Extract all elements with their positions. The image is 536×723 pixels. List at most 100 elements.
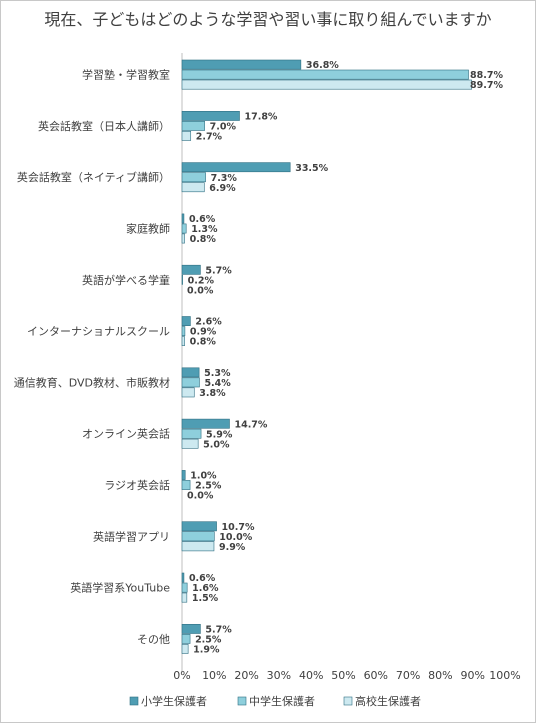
bar: [181, 480, 191, 490]
legend-label: 高校生保護者: [355, 694, 421, 708]
legend-label: 小学生保護者: [141, 694, 207, 708]
x-tick-label: 80%: [428, 669, 452, 682]
bar: [181, 367, 200, 378]
data-label: 0.9%: [190, 327, 217, 338]
bar: [181, 572, 185, 583]
bar: [181, 162, 291, 173]
bar: [181, 316, 191, 326]
bar: [181, 623, 201, 634]
bar: [181, 59, 302, 70]
bar: [181, 531, 215, 542]
x-tick-label: 20%: [234, 669, 258, 682]
data-label: 1.9%: [193, 645, 220, 656]
category-label: 通信教育、DVD教材、市販教材: [14, 375, 170, 389]
bar: [181, 582, 188, 593]
data-label: 7.3%: [211, 173, 238, 184]
bar: [181, 470, 186, 480]
data-label: 5.7%: [205, 265, 232, 276]
bar: [181, 264, 201, 275]
data-label: 0.8%: [190, 234, 217, 245]
data-label: 7.0%: [210, 122, 237, 133]
x-tick-label: 100%: [489, 669, 520, 682]
bar: [181, 121, 205, 131]
bar: [181, 541, 215, 552]
bar: [181, 69, 469, 80]
data-label: 5.3%: [204, 368, 231, 379]
category-label: 英語学習アプリ: [93, 529, 170, 543]
bar: [181, 182, 205, 193]
bar: [181, 172, 206, 183]
category-label: その他: [137, 633, 170, 646]
data-label: 0.2%: [188, 275, 215, 286]
bar: [181, 418, 230, 429]
data-label: 9.9%: [219, 542, 246, 553]
data-label: 1.5%: [192, 593, 219, 604]
data-label: 10.7%: [222, 522, 255, 533]
bar: [181, 387, 195, 398]
bar: [181, 438, 199, 449]
category-label: 英会話教室（ネイティブ講師）: [17, 170, 170, 184]
x-tick-label: 70%: [396, 669, 420, 682]
category-label: ラジオ英会話: [104, 478, 170, 492]
bar: [181, 223, 187, 234]
category-label: 家庭教師: [126, 222, 170, 236]
x-tick-label: 0%: [173, 669, 190, 682]
data-label: 33.5%: [295, 163, 328, 174]
data-label: 3.8%: [199, 388, 226, 399]
bar: [181, 643, 189, 654]
data-label: 2.7%: [196, 132, 223, 143]
x-tick-label: 90%: [460, 669, 484, 682]
x-tick-label: 10%: [202, 669, 226, 682]
data-label: 14.7%: [234, 419, 267, 430]
category-label: 学習塾・学習教室: [82, 68, 170, 82]
data-label: 2.5%: [195, 635, 222, 646]
legend-swatch: [237, 696, 247, 706]
data-label: 0.0%: [187, 285, 214, 296]
category-label: 英語が学べる学童: [82, 273, 170, 287]
data-label: 88.7%: [470, 70, 503, 81]
data-label: 89.7%: [470, 80, 503, 91]
bar: [181, 428, 202, 439]
bar: [181, 633, 191, 644]
legend-label: 中学生保護者: [249, 694, 315, 708]
x-tick-label: 60%: [364, 669, 388, 682]
data-label: 0.8%: [190, 337, 217, 348]
data-label: 1.0%: [190, 471, 217, 482]
category-label: 英語学習系YouTube: [70, 581, 170, 595]
x-tick-label: 40%: [299, 669, 323, 682]
data-label: 0.6%: [189, 573, 216, 584]
bar: [181, 377, 200, 388]
category-label: オンライン英会話: [82, 427, 170, 441]
category-label: インターナショナルスクール: [27, 325, 170, 338]
legend-swatch: [129, 696, 139, 706]
data-label: 0.0%: [187, 491, 214, 502]
data-label: 1.6%: [192, 583, 219, 594]
data-label: 36.8%: [306, 60, 339, 71]
x-tick-label: 30%: [267, 669, 291, 682]
bar: [181, 213, 185, 224]
legend-swatch: [343, 696, 353, 706]
data-label: 17.8%: [244, 112, 277, 123]
data-label: 5.9%: [206, 429, 233, 440]
bar: [181, 233, 185, 244]
data-label: 5.0%: [203, 439, 230, 450]
bar: [181, 326, 186, 336]
bar: [181, 592, 188, 603]
bar: [181, 521, 217, 532]
data-label: 6.9%: [209, 183, 236, 194]
data-label: 2.5%: [195, 481, 222, 492]
bar: [181, 79, 473, 90]
data-label: 2.6%: [195, 317, 222, 328]
bar: [181, 336, 185, 346]
bar: [181, 111, 240, 121]
data-label: 5.7%: [205, 625, 232, 636]
bar: [181, 274, 183, 285]
data-label: 0.6%: [189, 214, 216, 225]
chart-title: 現在、子どもはどのような学習や習い事に取り組んでいますか: [44, 10, 492, 29]
x-tick-label: 50%: [331, 669, 355, 682]
bar: [181, 131, 192, 141]
data-label: 5.4%: [204, 378, 231, 389]
data-label: 1.3%: [191, 224, 218, 235]
